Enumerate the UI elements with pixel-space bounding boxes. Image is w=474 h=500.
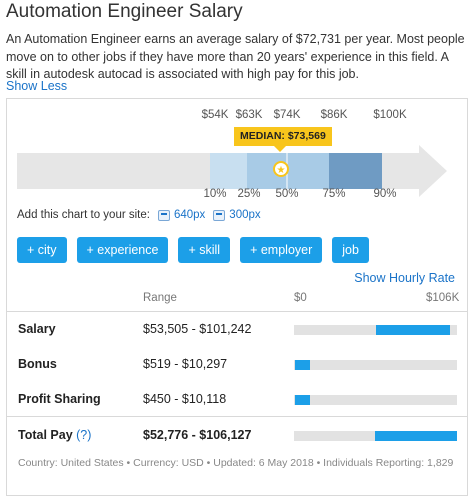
share-label: Add this chart to your site: — [17, 209, 150, 221]
salary-distribution-chart: $54K $63K $74K $86K $100K MEDIAN: $73,56… — [7, 99, 467, 329]
row-range-profit-sharing: $450 - $10,118 — [143, 392, 227, 406]
share-300px-link[interactable]: 300px — [229, 209, 261, 221]
scale-max-label: $106K — [426, 292, 460, 304]
row-label-total-pay: Total Pay (?) — [18, 428, 91, 442]
tick-75th-salary: $86K — [320, 109, 348, 121]
range-fill-total-pay — [375, 431, 458, 441]
share-640px-link[interactable]: 640px — [173, 209, 206, 221]
range-fill-bonus — [294, 360, 310, 370]
range-track-profit-sharing — [294, 395, 457, 405]
tick-10th-salary: $54K — [201, 109, 229, 121]
tick-90-percent: 90% — [373, 188, 397, 200]
range-fill-profit-sharing — [294, 395, 310, 405]
row-label-bonus: Bonus — [18, 357, 57, 371]
range-track-bonus — [294, 360, 457, 370]
total-divider — [7, 416, 467, 417]
embed-icon — [157, 209, 170, 221]
row-label-salary: Salary — [18, 322, 56, 336]
embed-icon — [213, 209, 226, 221]
add-employer-button[interactable]: + employer — [240, 237, 323, 263]
row-range-bonus: $519 - $10,297 — [143, 357, 228, 371]
show-hourly-rate-link[interactable]: Show Hourly Rate — [354, 271, 455, 285]
scale-min-label: $0 — [294, 292, 307, 304]
add-experience-button[interactable]: + experience — [76, 237, 169, 263]
tick-75-percent: 75% — [322, 188, 346, 200]
tick-90th-salary: $100K — [373, 109, 407, 121]
band-10-25 — [210, 153, 247, 189]
median-badge: MEDIAN: $73,569 — [234, 127, 332, 152]
salary-range-bar: ★ — [17, 145, 447, 197]
total-pay-label: Total Pay — [18, 428, 73, 442]
salary-description: An Automation Engineer earns an average … — [6, 32, 465, 81]
tick-10-percent: 10% — [203, 188, 227, 200]
add-skill-button[interactable]: + skill — [178, 237, 231, 263]
salary-card: $54K $63K $74K $86K $100K MEDIAN: $73,56… — [6, 98, 468, 496]
tick-50-percent: 50% — [275, 188, 299, 200]
range-track-total-pay — [294, 431, 458, 441]
add-city-button[interactable]: + city — [17, 237, 67, 263]
table-divider — [7, 311, 467, 312]
band-50-75 — [287, 153, 329, 189]
tick-25-percent: 25% — [237, 188, 261, 200]
job-button[interactable]: job — [332, 237, 369, 263]
filter-buttons: + city + experience + skill + employer j… — [17, 237, 369, 263]
range-column-header: Range — [143, 292, 177, 304]
share-row: Add this chart to your site: 640px 300px — [17, 209, 261, 221]
show-less-link[interactable]: Show Less — [6, 79, 68, 93]
page-title: Automation Engineer Salary — [6, 1, 243, 22]
median-marker-icon — [273, 161, 289, 177]
tick-50th-salary: $74K — [273, 109, 301, 121]
tick-25th-salary: $63K — [235, 109, 263, 121]
band-75-90 — [329, 153, 382, 189]
row-range-total-pay: $52,776 - $106,127 — [143, 428, 252, 442]
report-footer: Country: United States • Currency: USD •… — [18, 457, 454, 469]
total-pay-info-link[interactable]: (?) — [76, 428, 92, 442]
row-range-salary: $53,505 - $101,242 — [143, 322, 252, 336]
range-track-salary — [294, 325, 457, 335]
range-fill-salary — [376, 325, 450, 335]
row-label-profit-sharing: Profit Sharing — [18, 392, 101, 406]
star-icon: ★ — [277, 165, 286, 176]
